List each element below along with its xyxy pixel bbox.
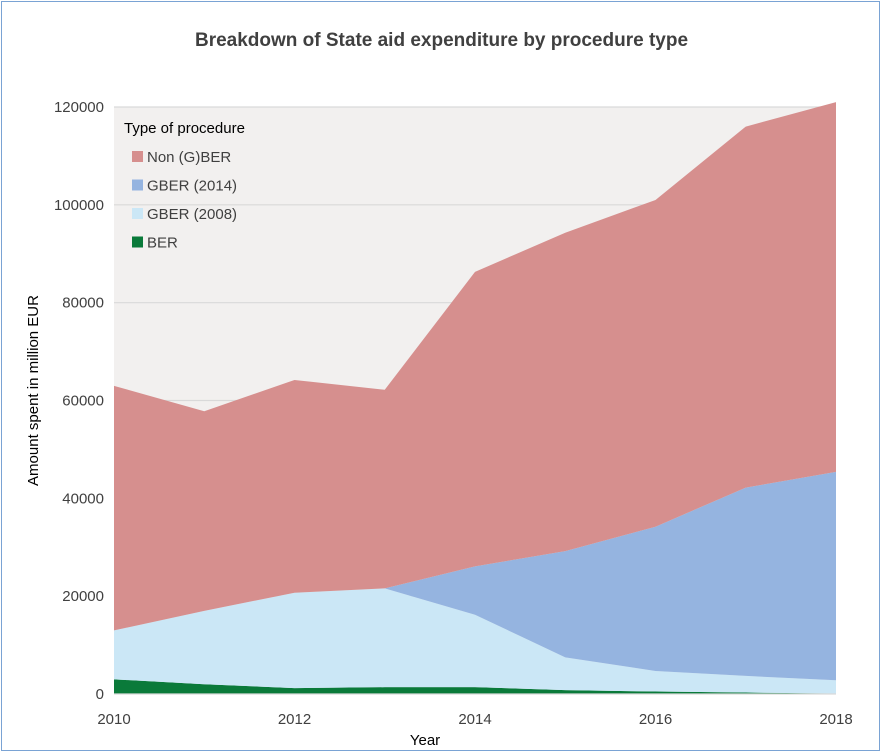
legend-label-gber-2014: GBER (2014) (147, 178, 237, 195)
area-ber (114, 679, 836, 694)
x-tick-label: 2010 (97, 711, 130, 728)
legend: Type of procedure Non (G)BER GBER (2014) G… (124, 120, 245, 252)
x-tick-label: 2014 (458, 711, 491, 728)
area-non-g-ber (114, 102, 836, 631)
x-axis-label: Year (410, 732, 440, 749)
legend-swatch-ber (132, 236, 143, 248)
y-tick-label: 100000 (54, 197, 104, 214)
y-axis-ticks: 0 20000 40000 60000 80000 100000 120000 (54, 99, 104, 703)
area-gber-2014 (114, 471, 836, 681)
legend-label-non-g-ber: Non (G)BER (147, 149, 231, 166)
y-tick-label: 60000 (62, 393, 104, 410)
y-tick-label: 80000 (62, 295, 104, 312)
x-tick-label: 2016 (639, 711, 672, 728)
legend-label-gber-2008: GBER (2008) (147, 206, 237, 223)
x-tick-label: 2012 (278, 711, 311, 728)
x-axis-ticks: 2010 2012 2014 2016 2018 (97, 711, 852, 728)
legend-swatch-non-g-ber (132, 151, 143, 162)
y-axis-label: Amount spent in million EUR (25, 295, 42, 486)
legend-swatch-gber-2014 (132, 179, 143, 191)
y-tick-label: 20000 (62, 588, 104, 605)
legend-label-ber: BER (147, 235, 178, 252)
y-tick-label: 0 (96, 686, 104, 703)
area-series (114, 102, 836, 694)
x-tick-label: 2018 (819, 711, 852, 728)
legend-title: Type of procedure (124, 120, 245, 137)
legend-swatch-gber-2008 (132, 208, 143, 219)
chart-title: Breakdown of State aid expenditure by pr… (194, 30, 689, 51)
area-gber-2008 (114, 588, 836, 694)
y-tick-label: 120000 (54, 99, 104, 116)
y-tick-label: 40000 (62, 490, 104, 507)
